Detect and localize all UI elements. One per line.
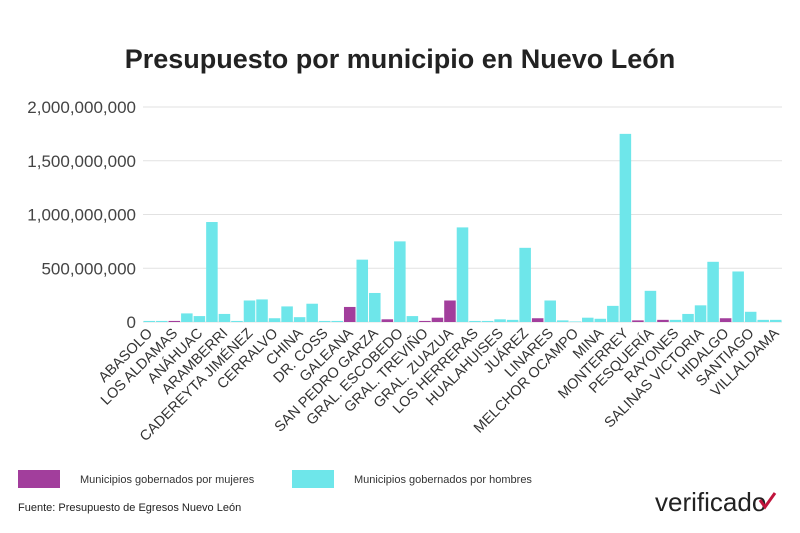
chart-title: Presupuesto por municipio en Nuevo León — [125, 44, 676, 74]
bar — [556, 320, 569, 322]
bar — [394, 241, 406, 322]
bar — [632, 320, 644, 322]
bar — [569, 321, 582, 322]
bar — [732, 271, 744, 322]
bar — [381, 319, 394, 322]
bar — [318, 320, 331, 322]
bar — [444, 300, 456, 322]
bar — [769, 319, 782, 322]
bar — [657, 319, 669, 322]
bar — [582, 317, 594, 322]
legend-swatch — [292, 470, 334, 488]
bar — [494, 319, 506, 322]
bar — [619, 133, 632, 322]
bar — [293, 317, 306, 322]
legend-label: Municipios gobernados por mujeres — [80, 474, 255, 486]
y-tick-label: 0 — [127, 313, 136, 332]
bar — [343, 306, 356, 322]
y-tick-label: 2,000,000,000 — [27, 98, 136, 117]
bar — [594, 318, 607, 322]
bar — [281, 306, 293, 322]
bar — [181, 313, 193, 322]
bar — [707, 261, 719, 322]
bar — [469, 320, 481, 322]
source: Fuente: Presupuesto de Egresos Nuevo Leó… — [18, 502, 241, 514]
bar — [256, 299, 268, 322]
bar — [231, 320, 243, 322]
bar — [757, 319, 769, 322]
bar — [306, 303, 318, 322]
bar — [456, 227, 469, 322]
bar — [431, 317, 444, 322]
bar — [531, 318, 544, 322]
bar — [143, 320, 156, 322]
bar — [719, 318, 732, 322]
bar — [356, 259, 369, 322]
bar — [206, 222, 218, 322]
bar — [519, 247, 531, 322]
bar — [682, 313, 694, 322]
bar — [156, 320, 168, 322]
bar — [218, 313, 231, 322]
legend-swatch — [18, 470, 60, 488]
brand: verificado — [655, 487, 766, 517]
bar — [669, 319, 682, 322]
bar — [243, 300, 256, 322]
bar — [544, 300, 556, 322]
y-tick-label: 1,500,000,000 — [27, 152, 136, 171]
bar — [369, 292, 381, 322]
bar — [607, 305, 619, 322]
bar — [268, 318, 281, 322]
bar — [644, 290, 657, 322]
bar — [331, 320, 343, 322]
y-tick-label: 500,000,000 — [41, 259, 136, 278]
bar — [406, 316, 419, 322]
bar — [481, 320, 494, 322]
bar — [744, 311, 757, 322]
bar — [193, 316, 206, 322]
legend-label: Municipios gobernados por hombres — [354, 474, 532, 486]
bar — [506, 319, 519, 322]
bar — [419, 320, 431, 322]
y-tick-label: 1,000,000,000 — [27, 206, 136, 225]
brand-check — [758, 492, 777, 510]
bar — [168, 320, 181, 322]
bar — [694, 305, 707, 322]
